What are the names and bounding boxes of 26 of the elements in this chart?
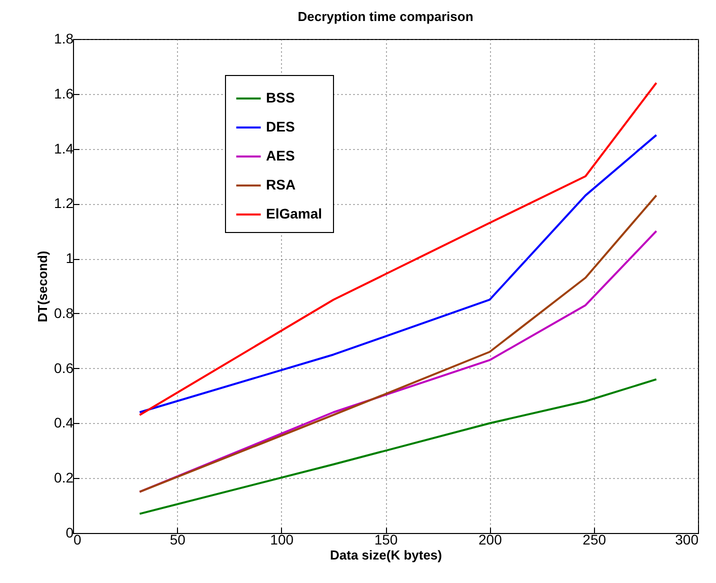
x-tick-label: 50	[170, 532, 186, 548]
legend-label: RSA	[266, 176, 296, 192]
x-tick-label: 300	[675, 532, 699, 548]
legend-label: AES	[266, 148, 295, 164]
y-tick-label: 0.6	[54, 360, 74, 376]
legend-label: ElGamal	[266, 206, 322, 222]
line-series	[138, 82, 658, 416]
x-tick-label: 200	[478, 532, 502, 548]
legend-label: BSS	[266, 90, 295, 106]
x-axis-title: Data size(K bytes)	[330, 548, 442, 562]
y-tick-label: 0.4	[54, 414, 74, 431]
y-tick-label: 1.8	[54, 30, 74, 46]
line-series	[138, 378, 658, 515]
y-tick-label: 0.8	[54, 304, 74, 321]
x-tick-label: 100	[270, 532, 294, 548]
x-tick-label: 250	[582, 532, 606, 548]
x-tick-label: 150	[374, 532, 398, 548]
y-tick-label: 1.6	[54, 85, 74, 102]
legend-label: DES	[266, 118, 295, 134]
line-series	[138, 134, 658, 414]
chart-title: Decryption time comparison	[298, 9, 474, 24]
y-tick-label: 1.4	[54, 140, 74, 156]
y-tick-label: 1	[66, 250, 74, 266]
y-tick-label: 1.2	[54, 195, 74, 212]
y-axis-title: DT(second)	[35, 250, 50, 322]
y-tick-label: 0.2	[54, 470, 74, 486]
